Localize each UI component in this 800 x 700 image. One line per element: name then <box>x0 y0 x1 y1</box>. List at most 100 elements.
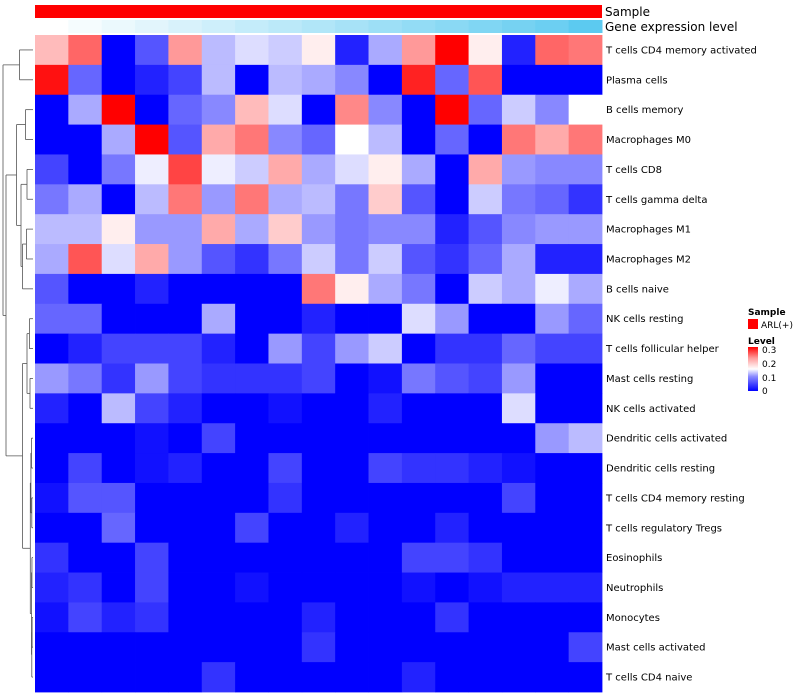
heatmap-cell <box>401 542 436 573</box>
heatmap-cell <box>35 482 69 514</box>
gene-expression-cell <box>301 20 336 33</box>
heatmap-cell <box>101 482 136 514</box>
heatmap-cell <box>568 423 603 454</box>
heatmap-cell <box>468 512 503 544</box>
heatmap-cell <box>201 94 236 125</box>
heatmap-cell <box>68 154 103 185</box>
heatmap-cell <box>268 124 303 155</box>
row-label: T cells CD4 memory activated <box>605 45 757 56</box>
heatmap-cell <box>568 542 603 573</box>
heatmap-cell <box>235 184 269 215</box>
heatmap-cell <box>201 244 236 275</box>
heatmap-cell <box>268 303 303 335</box>
heatmap-cell <box>101 124 136 155</box>
heatmap-cell <box>301 602 336 633</box>
heatmap-cell <box>301 632 336 663</box>
heatmap-cell <box>235 453 269 484</box>
heatmap-cell <box>201 214 236 245</box>
heatmap-cell <box>68 35 103 66</box>
heatmap-cell <box>268 602 303 633</box>
row-label: Dendritic cells resting <box>606 464 715 475</box>
heatmap-cell <box>435 214 469 245</box>
gene-expression-cell <box>535 20 570 33</box>
heatmap-cell <box>535 602 570 633</box>
heatmap-cell <box>368 214 403 245</box>
heatmap-cell <box>368 303 403 335</box>
heatmap-cell <box>168 572 203 603</box>
heatmap-cell <box>401 35 436 66</box>
heatmap-cell <box>535 363 570 394</box>
heatmap-cell <box>68 214 103 245</box>
heatmap-cell <box>135 154 169 185</box>
heatmap-cell <box>401 393 436 424</box>
heatmap-cell <box>268 632 303 663</box>
heatmap-cell <box>568 333 603 364</box>
heatmap-cell <box>335 632 369 663</box>
heatmap-cell <box>568 393 603 424</box>
heatmap-cell <box>168 333 203 364</box>
heatmap-cell <box>535 572 570 603</box>
row-label: Neutrophils <box>606 583 663 594</box>
heatmap-cell <box>35 662 69 693</box>
row-label: Macrophages M2 <box>606 254 691 265</box>
heatmap-cell <box>201 393 236 424</box>
heatmap-cell <box>401 602 436 633</box>
heatmap-cell <box>235 602 269 633</box>
heatmap-cell <box>401 333 436 364</box>
heatmap-cell <box>268 64 303 96</box>
heatmap-cell <box>235 393 269 424</box>
heatmap-cell <box>35 64 69 96</box>
heatmap-cell <box>468 184 503 215</box>
heatmap-cell <box>68 662 103 693</box>
heatmap-cell <box>135 184 169 215</box>
heatmap-cell <box>368 662 403 693</box>
heatmap-cell <box>235 512 269 544</box>
gene-expression-cell <box>35 20 69 33</box>
heatmap-cell <box>168 662 203 693</box>
row-label: Mast cells resting <box>606 374 693 385</box>
heatmap-cell <box>35 35 69 66</box>
heatmap-cell <box>501 542 536 573</box>
heatmap-cell <box>101 64 136 96</box>
heatmap-cell <box>235 124 269 155</box>
heatmap-cell <box>568 214 603 245</box>
heatmap-cell <box>568 453 603 484</box>
heatmap-cell <box>535 214 570 245</box>
heatmap-cell <box>68 572 103 603</box>
heatmap-cell <box>268 662 303 693</box>
heatmap-cell <box>568 482 603 514</box>
heatmap-cell <box>68 64 103 96</box>
heatmap-cell <box>368 602 403 633</box>
row-label: Eosinophils <box>606 553 662 564</box>
heatmap-cell <box>168 363 203 394</box>
heatmap-cell <box>68 363 103 394</box>
heatmap-cell <box>468 124 503 155</box>
row-label: Plasma cells <box>606 75 668 86</box>
heatmap-cell <box>468 423 503 454</box>
heatmap-cell <box>201 333 236 364</box>
heatmap-cell <box>268 214 303 245</box>
row-label: B cells memory <box>606 105 683 116</box>
heatmap-cell <box>468 333 503 364</box>
heatmap-cell <box>535 333 570 364</box>
heatmap-cell <box>568 273 603 305</box>
heatmap-cell <box>268 333 303 364</box>
heatmap-cell <box>301 512 336 544</box>
heatmap-cell <box>435 632 469 663</box>
heatmap-cell <box>101 602 136 633</box>
heatmap-cell <box>435 602 469 633</box>
heatmap-cell <box>535 94 570 125</box>
heatmap-cell <box>535 184 570 215</box>
heatmap-cell <box>101 184 136 215</box>
heatmap-cell <box>368 244 403 275</box>
heatmap-cell <box>435 273 469 305</box>
heatmap-cell <box>468 662 503 693</box>
heatmap-cell <box>68 423 103 454</box>
heatmap-cell <box>401 214 436 245</box>
heatmap-cell <box>68 602 103 633</box>
heatmap-cell <box>535 542 570 573</box>
heatmap-cell <box>168 214 203 245</box>
heatmap-cell <box>368 393 403 424</box>
heatmap-cell <box>301 273 336 305</box>
heatmap-cell <box>268 512 303 544</box>
